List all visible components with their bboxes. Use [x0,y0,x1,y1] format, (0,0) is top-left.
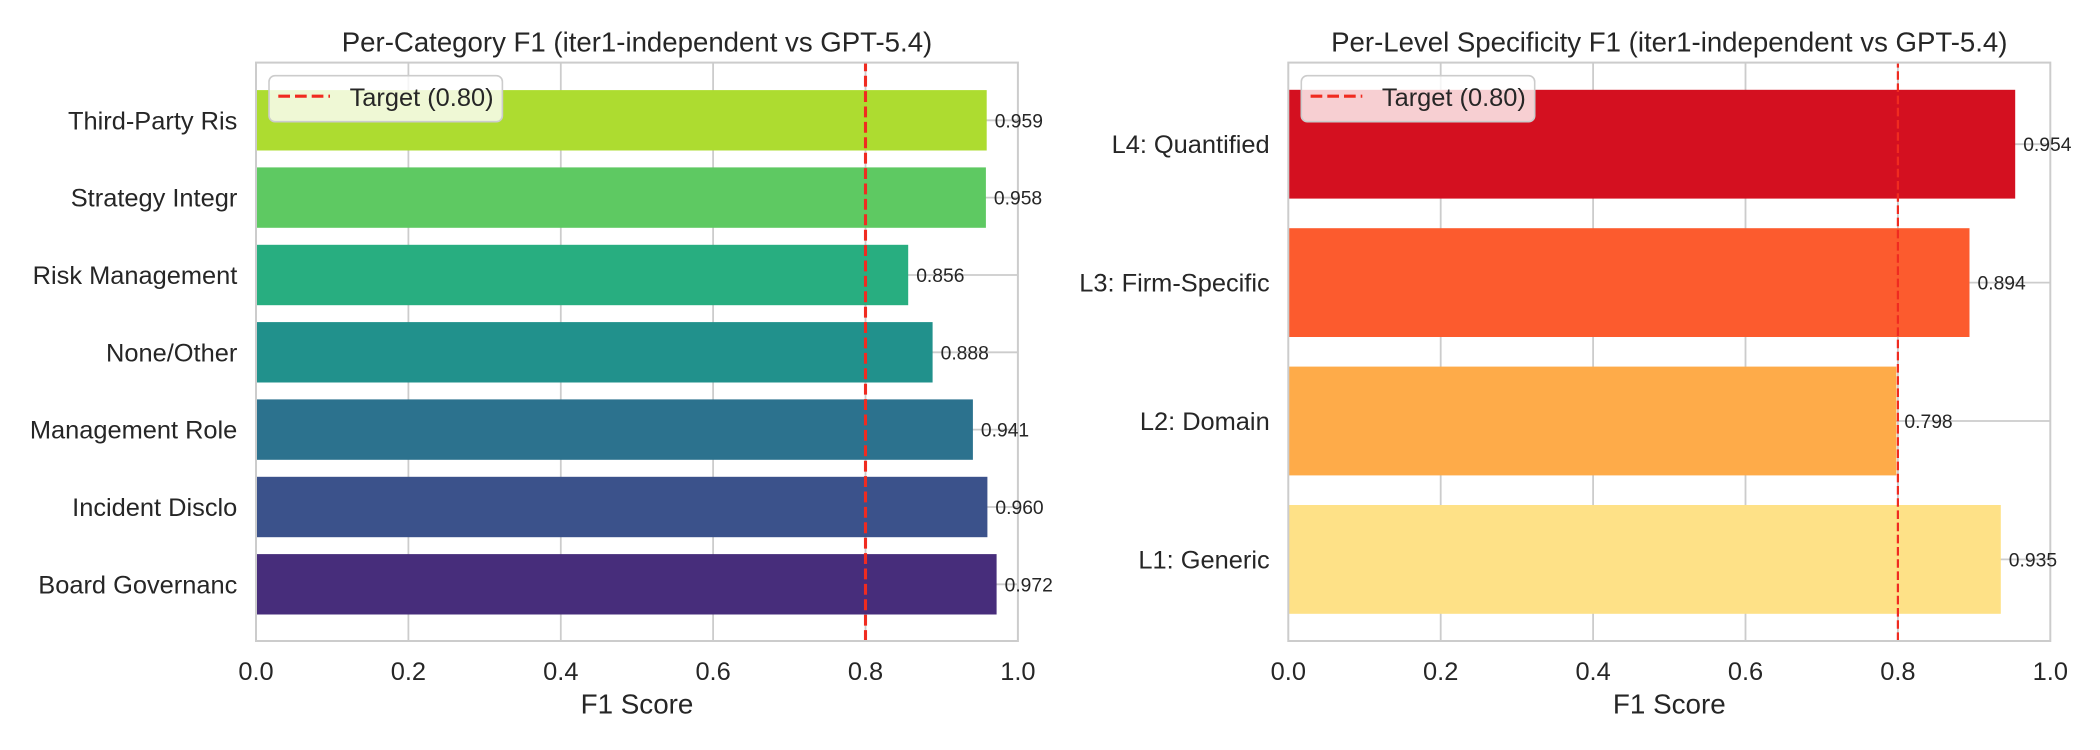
svg-text:0.954: 0.954 [2023,135,2072,156]
svg-text:0.6: 0.6 [695,658,730,686]
svg-text:L4: Quantified: L4: Quantified [1112,131,1270,159]
svg-text:0.960: 0.960 [995,498,1043,519]
svg-text:Per-Category F1 (iter1-indepen: Per-Category F1 (iter1-independent vs GP… [342,27,932,58]
svg-text:L3: Firm-Specific: L3: Firm-Specific [1079,270,1270,298]
svg-text:0.856: 0.856 [916,266,964,287]
svg-text:0.798: 0.798 [1904,412,1952,433]
svg-text:1.0: 1.0 [2033,658,2068,686]
svg-text:Target (0.80): Target (0.80) [1382,84,1526,112]
svg-text:0.894: 0.894 [1978,274,2027,295]
svg-text:0.4: 0.4 [1575,658,1610,686]
svg-text:F1 Score: F1 Score [581,689,694,720]
svg-text:0.941: 0.941 [981,421,1029,442]
svg-text:Management Role: Management Role [30,417,237,445]
svg-text:1.0: 1.0 [1000,658,1035,686]
svg-text:0.935: 0.935 [2009,550,2057,571]
svg-text:0.958: 0.958 [994,189,1042,210]
svg-text:0.8: 0.8 [848,658,883,686]
svg-text:Risk Management: Risk Management [33,262,238,290]
svg-text:Incident Disclo: Incident Disclo [72,494,237,522]
svg-text:Strategy Integr: Strategy Integr [71,185,238,213]
svg-text:L1: Generic: L1: Generic [1138,546,1270,574]
svg-text:Third-Party Ris: Third-Party Ris [68,107,237,135]
svg-text:0.8: 0.8 [1880,658,1915,686]
svg-text:None/Other: None/Other [106,339,238,367]
svg-text:L2: Domain: L2: Domain [1140,408,1270,436]
svg-text:0.0: 0.0 [1271,658,1306,686]
svg-text:F1 Score: F1 Score [1613,689,1726,720]
svg-text:Board Governanc: Board Governanc [38,571,237,599]
svg-text:Target (0.80): Target (0.80) [350,84,494,112]
svg-text:0.888: 0.888 [941,343,989,364]
svg-text:0.0: 0.0 [238,658,273,686]
svg-text:0.4: 0.4 [543,658,578,686]
svg-text:0.6: 0.6 [1728,658,1763,686]
svg-text:0.2: 0.2 [391,658,426,686]
svg-text:0.959: 0.959 [995,111,1043,132]
svg-text:0.2: 0.2 [1423,658,1458,686]
svg-text:Per-Level Specificity F1 (iter: Per-Level Specificity F1 (iter1-independ… [1331,27,2007,58]
svg-text:0.972: 0.972 [1005,575,1053,596]
